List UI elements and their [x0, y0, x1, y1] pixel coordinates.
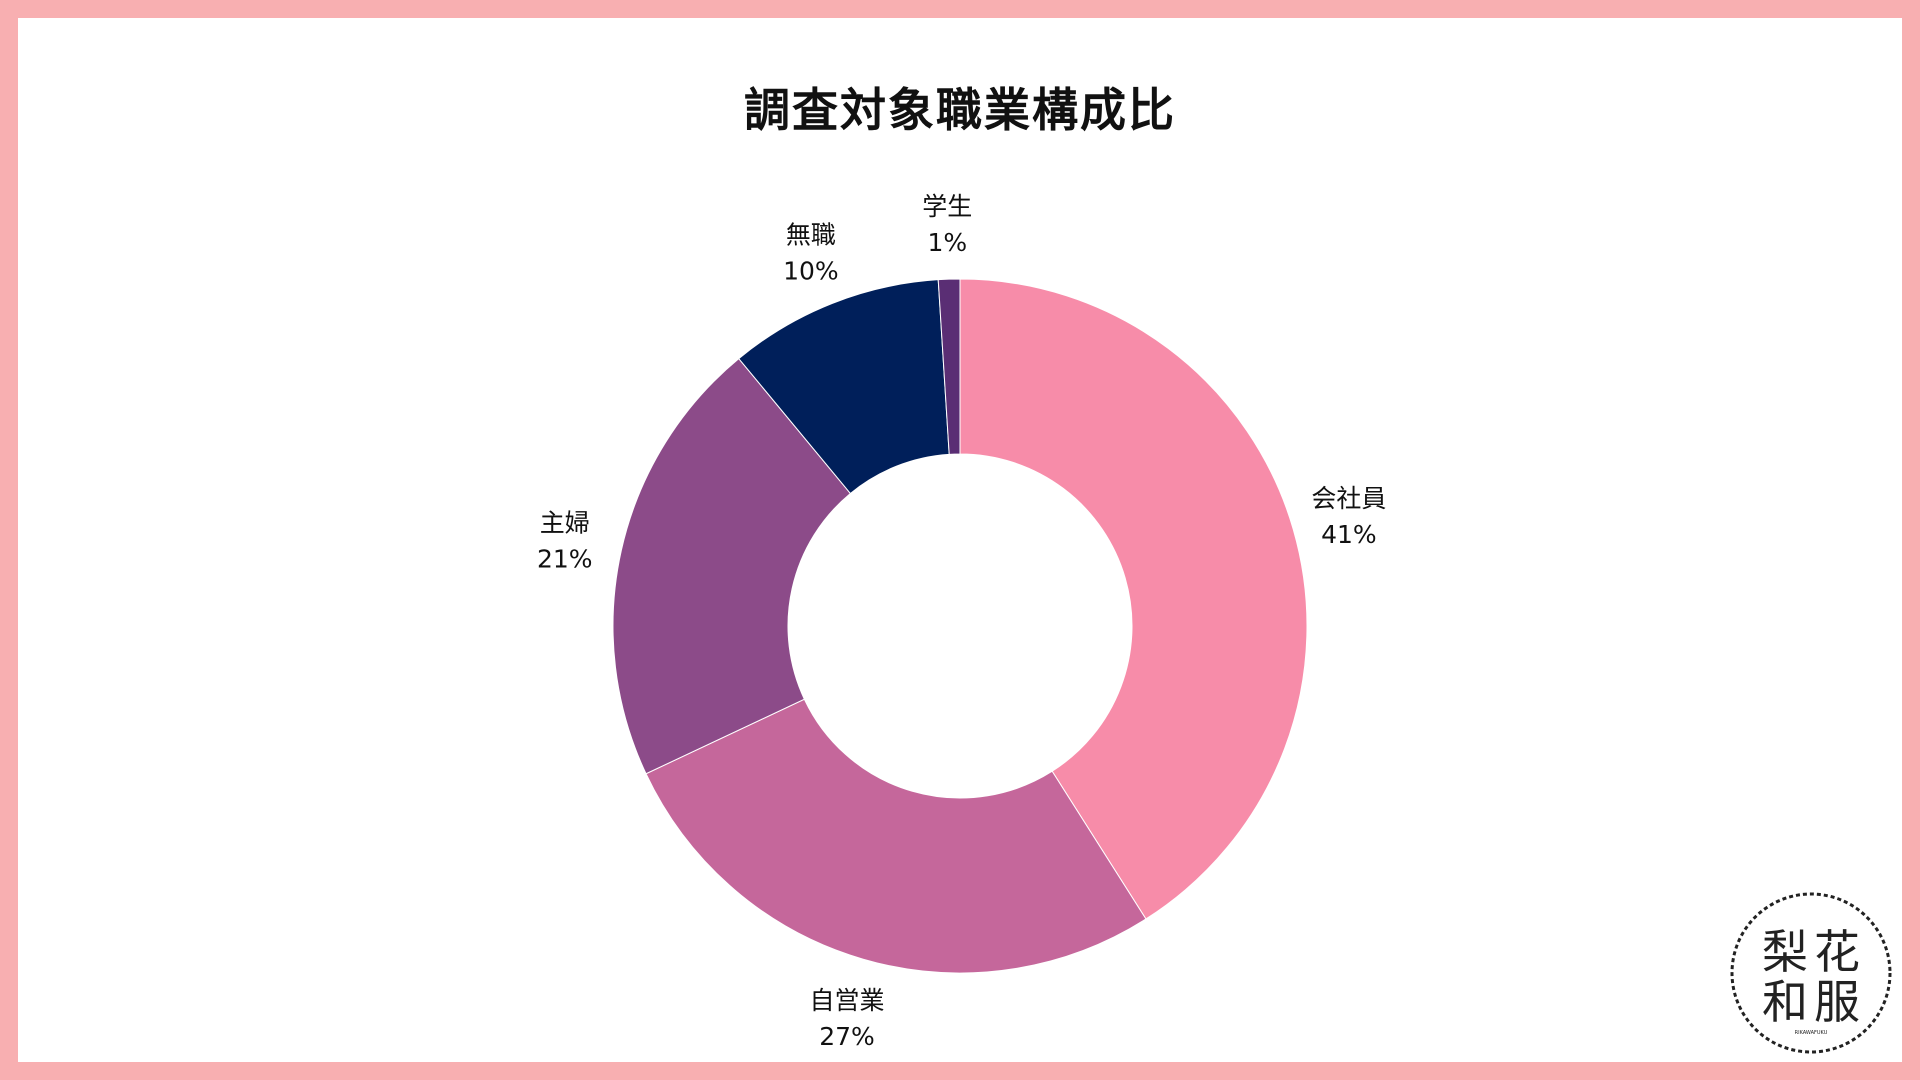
slice-value-label: 10%: [783, 256, 839, 285]
slice-label-4: 学生 1%: [922, 192, 972, 257]
logo-char: 服: [1814, 975, 1860, 1029]
chart-title: 調査対象職業構成比: [744, 83, 1176, 137]
slice-2: [612, 357, 852, 775]
logo-char: 花: [1814, 925, 1860, 979]
slice-label-0: 会社員 41%: [1311, 484, 1386, 549]
slice-category-label: 無職: [786, 220, 836, 249]
logo-char: 梨: [1762, 925, 1808, 979]
logo-subtext: RIKAWAFUKU: [1795, 1030, 1828, 1036]
slice-label-3: 無職 10%: [783, 220, 839, 285]
logo-char: 和: [1762, 975, 1808, 1029]
rikawafuku-logo: 梨 花 和 服 RIKAWAFUKU: [1730, 892, 1892, 1054]
slice-value-label: 21%: [537, 545, 593, 574]
slice-value-label: 1%: [927, 228, 967, 257]
slice-1: [645, 698, 1147, 974]
slice-category-label: 学生: [922, 192, 972, 221]
slice-category-label: 会社員: [1311, 484, 1386, 513]
logo-ring: [1730, 892, 1892, 1054]
slice-category-label: 主婦: [540, 509, 590, 538]
slice-label-1: 自営業 27%: [810, 986, 885, 1051]
slice-0: [959, 278, 1308, 920]
slice-category-label: 自営業: [810, 986, 885, 1015]
slice-3: [738, 279, 950, 495]
slice-label-2: 主婦 21%: [537, 509, 593, 574]
slice-4: [937, 278, 961, 455]
slice-value-label: 41%: [1321, 520, 1377, 549]
slice-value-label: 27%: [819, 1022, 875, 1051]
